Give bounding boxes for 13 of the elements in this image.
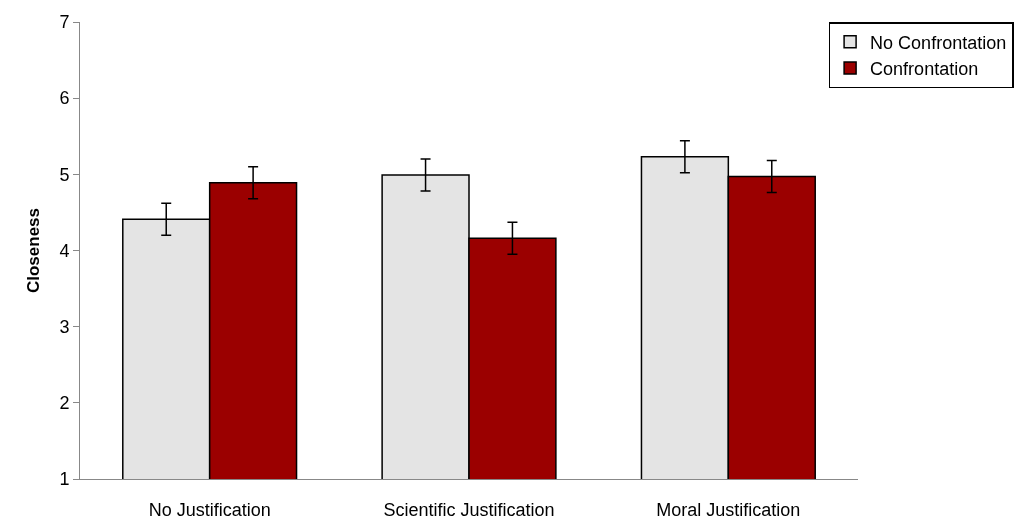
y-axis-title: Closeness — [23, 207, 43, 294]
y-tick-label: 3 — [59, 316, 70, 337]
y-tick-label: 6 — [59, 88, 70, 109]
x-tick-label: No Justification — [148, 499, 271, 520]
legend-label: Confrontation — [870, 59, 979, 80]
x-tick-label: Moral Justification — [656, 499, 801, 520]
y-tick-label: 4 — [59, 240, 70, 261]
y-tick-label: 2 — [59, 393, 70, 414]
y-tick-label: 7 — [59, 12, 70, 33]
x-tick-label: Scientific Justification — [383, 499, 555, 520]
legend-label: No Confrontation — [870, 32, 1007, 53]
y-tick-label: 5 — [59, 164, 70, 185]
y-tick-label: 1 — [59, 469, 70, 490]
